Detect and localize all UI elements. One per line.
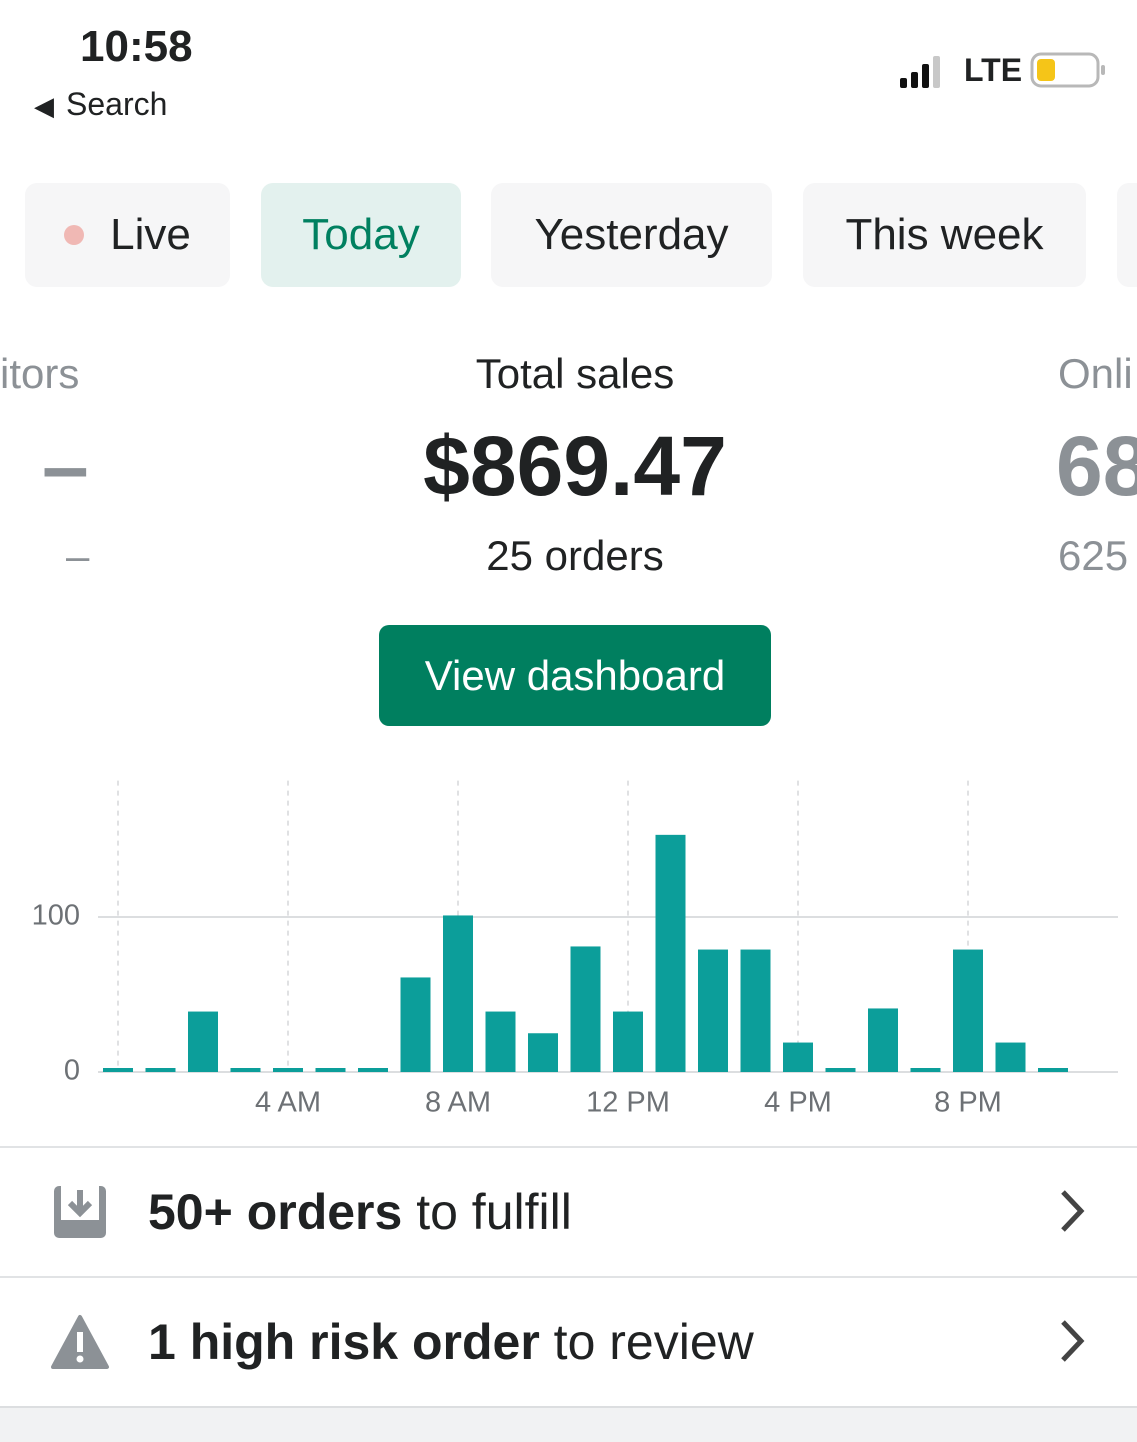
button-label: View dashboard: [424, 651, 726, 699]
battery-icon: [1030, 52, 1105, 88]
bar: [570, 946, 601, 1072]
bar: [273, 1068, 303, 1072]
tab[interactable]: Live: [25, 183, 230, 287]
metric-value: 68: [1056, 419, 1137, 513]
bar: [995, 1042, 1026, 1072]
warning-icon: [51, 1315, 109, 1369]
bar: [825, 1068, 856, 1072]
metric-label: Onli: [1058, 350, 1133, 397]
tab[interactable]: [1117, 183, 1137, 287]
bar: [230, 1068, 261, 1072]
bar: [358, 1068, 388, 1072]
chevron: [1061, 1320, 1085, 1362]
x-tick-label: 8 PM: [934, 1087, 1002, 1119]
network-label: LTE: [964, 52, 1023, 88]
bar: [188, 1011, 218, 1072]
bar: [953, 949, 983, 1072]
tab[interactable]: Today: [261, 183, 461, 287]
x-tick-label: 4 PM: [764, 1087, 832, 1119]
signal-icon: [900, 56, 940, 88]
task-text: to fulfill: [402, 1184, 572, 1240]
bar: [443, 915, 473, 1072]
bar: [613, 1011, 643, 1072]
x-tick-label: 4 AM: [255, 1087, 321, 1119]
task-row[interactable]: 50+ orders to fulfill: [0, 1146, 1137, 1276]
metric-sub: 25 orders: [486, 532, 664, 579]
view-dashboard-button[interactable]: View dashboard: [379, 625, 771, 726]
tab-label: This week: [845, 210, 1044, 259]
chevron: [1061, 1190, 1085, 1232]
tab[interactable]: Yesterday: [491, 183, 772, 287]
bar: [103, 1068, 133, 1072]
back-link[interactable]: ◀ Search: [34, 86, 168, 122]
bar: [910, 1068, 941, 1072]
tab-label: Today: [302, 210, 420, 259]
x-tick-label: 12 PM: [586, 1087, 670, 1119]
bar: [145, 1068, 176, 1072]
metric-value: $869.47: [423, 419, 727, 513]
bar: [655, 834, 686, 1072]
bar: [868, 1008, 898, 1072]
clock: 10:58: [80, 22, 193, 71]
metric-label: itors: [0, 350, 80, 397]
bar: [528, 1033, 558, 1072]
fulfill-icon: [54, 1186, 106, 1238]
back-label: Search: [66, 86, 168, 122]
bar: [485, 1011, 516, 1072]
tab-label: Live: [110, 210, 191, 259]
y-tick-label: 100: [32, 900, 80, 932]
metric-sub: 625: [1058, 532, 1129, 579]
x-tick-label: 8 AM: [425, 1087, 491, 1119]
metric-sub: –: [66, 532, 90, 579]
bar: [783, 1042, 813, 1072]
metric-label: Total sales: [475, 350, 675, 397]
bar: [1038, 1068, 1068, 1072]
bar: [315, 1068, 346, 1072]
task-bold: 1 high risk order: [148, 1314, 540, 1370]
chart: 4 AM 8 AM 12 PM 4 PM 8 PM 0 100: [32, 780, 1118, 1119]
footer-bar: [0, 1406, 1137, 1442]
y-tick-label: 0: [64, 1055, 80, 1087]
task-row[interactable]: 1 high risk order to review: [0, 1276, 1137, 1406]
metric-value: –: [42, 419, 89, 513]
bar: [698, 949, 728, 1072]
tab-label: Yesterday: [534, 210, 729, 259]
tab[interactable]: This week: [803, 183, 1086, 287]
bar: [740, 949, 771, 1072]
task-text: to review: [539, 1314, 754, 1370]
task-bold: 50+ orders: [148, 1184, 403, 1240]
bar: [400, 977, 431, 1072]
